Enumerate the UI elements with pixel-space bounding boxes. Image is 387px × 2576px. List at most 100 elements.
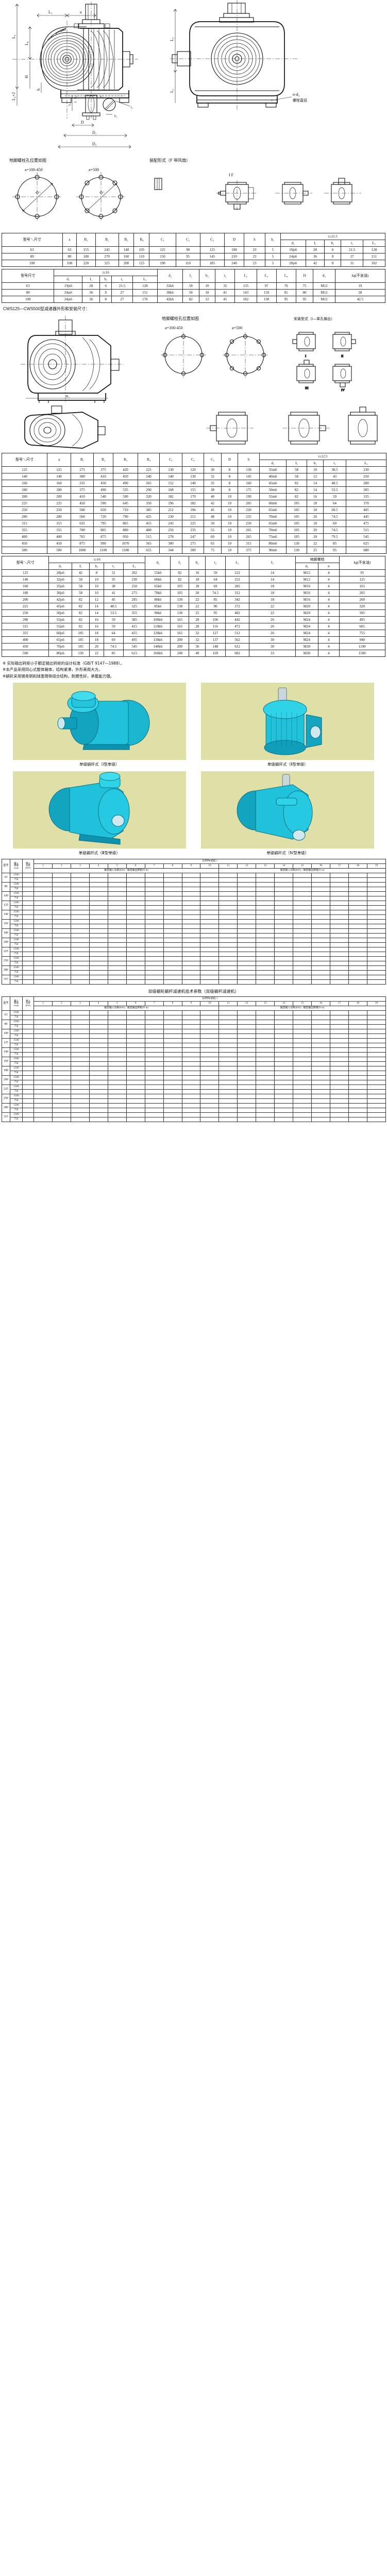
perf-value-cell	[33, 1047, 53, 1053]
perf-value-cell	[218, 1065, 238, 1071]
value-cell: 490	[113, 480, 138, 487]
model-cell: 180	[1, 589, 49, 597]
t1-head-d1: d₁	[280, 240, 306, 247]
perf-value-cell	[163, 937, 182, 943]
perf-value-cell	[218, 1075, 238, 1080]
value-cell: M24	[295, 623, 319, 630]
value-cell: 12	[307, 473, 324, 480]
speed-cell: 1500	[10, 974, 23, 980]
perf-value-cell	[33, 974, 53, 980]
value-cell: 97	[256, 282, 277, 290]
perf-value-cell	[107, 1075, 127, 1080]
perf-value-cell	[144, 1047, 164, 1053]
value-cell: 38k6	[157, 289, 183, 296]
value-cell: M12	[295, 576, 319, 583]
value-cell: 74.5	[323, 527, 346, 534]
perf-value-cell	[218, 956, 238, 961]
perf-value-cell	[256, 882, 275, 887]
value-cell: 28js6	[48, 569, 73, 577]
perf-value-cell	[70, 928, 90, 934]
value-cell: 344	[159, 547, 182, 554]
perf-value-cell	[126, 1116, 145, 1122]
perf-value-cell	[126, 937, 145, 943]
value-cell: 60js6	[48, 630, 73, 637]
value-cell: 182	[363, 260, 385, 267]
perf-value-cell	[181, 1042, 201, 1048]
value-cell: 450	[47, 540, 71, 547]
t1-head-t1: t₁	[341, 240, 364, 247]
perf-value-cell	[366, 1089, 386, 1094]
value-cell: 220	[76, 260, 96, 267]
table-row: 400 400 765 875 950 515 278 247 60 10 265 75m6 105 20…	[2, 533, 387, 540]
power-cell	[22, 891, 34, 896]
value-cell: M20	[295, 609, 319, 617]
perf-value-cell	[70, 1112, 90, 1117]
perf-value-cell	[33, 882, 53, 887]
value-cell: 490	[93, 486, 113, 494]
perf-value-cell	[33, 951, 53, 957]
value-cell: M12	[313, 282, 335, 290]
perf-value-cell	[218, 1014, 238, 1020]
perf-value-cell	[200, 970, 220, 975]
perf-value-cell	[256, 928, 275, 934]
value-cell: 515	[345, 527, 387, 534]
perf-value-cell	[52, 900, 71, 906]
perf-ratio-index: 8	[163, 863, 182, 869]
perf-value-cell	[52, 928, 71, 934]
perf-value-cell	[218, 872, 238, 878]
perf-ratio-index: 12	[237, 863, 257, 869]
perf-value-cell	[70, 942, 90, 947]
perf-value-cell	[256, 1098, 275, 1104]
value-cell: 85	[103, 650, 124, 657]
mid-bolt-case-2: a=500	[232, 326, 242, 330]
table-row: 225 1500	[2, 946, 386, 957]
perf-value-cell	[200, 1010, 220, 1015]
perf-value-cell	[237, 951, 257, 957]
perf-ratio-index: 11	[218, 863, 238, 869]
product-photo-1	[12, 682, 186, 760]
value-cell: 4	[318, 623, 340, 630]
perf-value-cell	[33, 928, 53, 934]
model-cell: 100	[2, 260, 63, 267]
perf-value-cell	[237, 1019, 257, 1025]
perf-value-cell	[330, 882, 349, 887]
perf-value-cell	[89, 923, 108, 929]
perf-value-cell	[33, 909, 53, 915]
perf-value-cell	[311, 937, 330, 943]
perf-corner-speed: 输入 转速 r/min	[10, 858, 23, 873]
value-cell: 80k6	[145, 596, 171, 603]
perf-value-cell	[274, 965, 294, 971]
perf-value-cell	[89, 1014, 108, 1020]
perf-value-cell	[200, 872, 220, 878]
value-cell: 160	[238, 480, 260, 487]
dim-label-L1-front: L₁	[170, 89, 174, 93]
perf-ratio-index: 6	[126, 1001, 145, 1006]
value-cell: 225	[138, 466, 160, 473]
value-cell: 1070	[113, 540, 138, 547]
drawing-block-middle: B₂ 地脚螺栓孔位置如图 a=100-450 a=500	[0, 313, 387, 403]
perf-value-cell	[163, 1116, 182, 1122]
value-cell: 45	[215, 296, 235, 303]
speed-cell: 1500	[10, 1047, 23, 1053]
value-cell: 635	[71, 520, 94, 527]
perf-value-cell	[366, 1084, 386, 1090]
perf-value-cell	[256, 1103, 275, 1108]
perf-value-cell	[52, 1084, 71, 1090]
perf-value-cell	[311, 1038, 330, 1043]
value-cell: 120	[182, 466, 204, 473]
perf-value-cell	[181, 882, 201, 887]
value-cell: 50	[204, 520, 222, 527]
value-cell: 48	[204, 513, 222, 520]
power-cell	[22, 872, 34, 878]
perf-value-cell	[126, 951, 145, 957]
perf-value-cell	[274, 928, 294, 934]
perf-value-cell	[274, 882, 294, 887]
perf-value-cell	[126, 914, 145, 920]
t3-head-B3: B₃	[113, 453, 138, 467]
value-cell: 222	[225, 569, 250, 577]
dim-label-L4: L₄	[24, 41, 29, 45]
value-cell: 5	[264, 246, 281, 253]
power-cell	[22, 1089, 34, 1094]
speed-cell: 1500	[10, 1056, 23, 1062]
perf-value-cell	[311, 891, 330, 896]
